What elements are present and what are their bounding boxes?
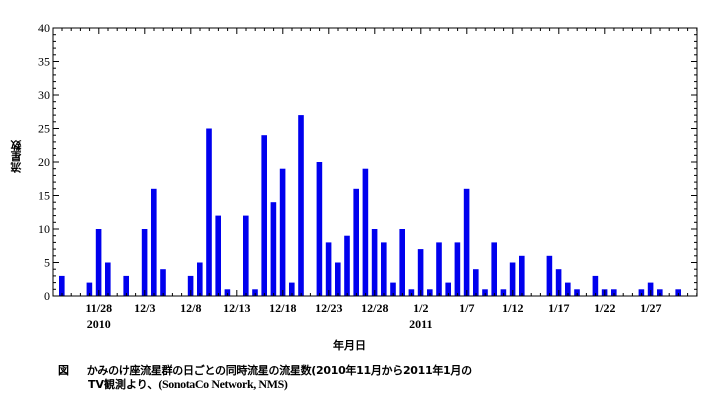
bar — [206, 128, 212, 296]
bar — [279, 168, 286, 296]
bar — [353, 188, 359, 296]
y-axis-tick-labels: 0 5 10 15 20 25 30 35 40 — [38, 21, 50, 303]
bar — [86, 282, 93, 296]
bar — [482, 289, 488, 296]
bar — [160, 269, 166, 296]
x-tick-label: 11/28 — [85, 301, 112, 315]
x-tick-label: 1/17 — [548, 301, 569, 315]
x-tick-label: 12/13 — [223, 301, 250, 315]
bar — [500, 289, 507, 296]
x-tick-label: 1/27 — [640, 301, 661, 315]
bar — [675, 289, 681, 296]
bar — [555, 269, 562, 296]
bar — [252, 289, 258, 296]
x-axis-label: 年月日 — [333, 339, 366, 352]
bar — [463, 188, 470, 296]
y-tick-label: 35 — [38, 55, 50, 69]
caption-text-jp: TV観測より、 — [88, 378, 159, 391]
bar — [289, 282, 295, 296]
bar — [519, 255, 525, 296]
y-tick-label: 30 — [38, 88, 50, 102]
x-year-label: 2011 — [409, 317, 432, 331]
x-tick-label: 1/12 — [502, 301, 523, 315]
bar — [197, 262, 203, 296]
x-tick-label: 1/7 — [459, 301, 474, 315]
y-tick-label: 15 — [38, 189, 50, 203]
bar — [611, 289, 617, 296]
bar — [638, 289, 645, 296]
bar — [647, 282, 654, 296]
bar — [224, 289, 231, 296]
bar — [270, 202, 277, 296]
figure-caption-line2: TV観測より、(SonotaCo Network, NMS) — [88, 376, 288, 392]
bar — [187, 275, 194, 296]
bar — [399, 229, 405, 296]
y-tick-label: 40 — [38, 21, 50, 35]
bar — [151, 188, 157, 296]
bar — [95, 229, 102, 296]
x-axis-tick-labels: 11/28 2010 12/3 12/8 12/13 12/18 12/23 12/28 1/2… — [85, 301, 661, 331]
figure-caption-line1: 図 かみのけ座流星群の日ごとの同時流星の流星数(2010年11月から2011年1月… — [58, 362, 472, 378]
bar — [436, 242, 442, 296]
caption-source: (SonotaCo Network, NMS) — [158, 377, 288, 391]
x-tick-label: 12/3 — [134, 301, 155, 315]
bar — [316, 162, 323, 296]
bar — [491, 242, 497, 296]
bar — [298, 115, 304, 296]
bar — [417, 249, 424, 296]
bar — [473, 269, 479, 296]
bar — [59, 275, 65, 296]
y-tick-label: 25 — [38, 122, 50, 136]
axes — [52, 27, 698, 297]
y-tick-label: 10 — [38, 222, 50, 236]
x-tick-label: 12/18 — [269, 301, 296, 315]
y-tick-label: 5 — [44, 256, 50, 270]
bar — [335, 262, 341, 296]
bar — [325, 242, 332, 296]
bar — [657, 289, 663, 296]
bar — [215, 215, 221, 296]
bar — [141, 229, 148, 296]
bar — [574, 289, 580, 296]
bar — [390, 282, 396, 296]
bar — [105, 262, 111, 296]
x-tick-label: 1/2 — [413, 301, 428, 315]
bar-series — [59, 115, 681, 296]
bar — [546, 255, 553, 296]
y-tick-label: 20 — [38, 155, 50, 169]
bar — [454, 242, 461, 296]
bar — [371, 229, 378, 296]
bar — [592, 275, 599, 296]
caption-text: かみのけ座流星群の日ごとの同時流星の流星数(2010年11月から2011年1月の — [86, 364, 472, 377]
y-tick-label: 0 — [44, 289, 50, 303]
figure-mark: 図 — [58, 364, 69, 377]
bar — [427, 289, 433, 296]
x-tick-label: 1/22 — [594, 301, 615, 315]
x-tick-label: 12/8 — [180, 301, 201, 315]
bar — [243, 215, 249, 296]
bar — [261, 135, 267, 296]
bar — [445, 282, 451, 296]
x-tick-label: 12/23 — [315, 301, 342, 315]
bar — [344, 235, 350, 296]
bar — [565, 282, 571, 296]
x-tick-label: 12/28 — [361, 301, 388, 315]
x-year-label: 2010 — [87, 317, 111, 331]
bar — [381, 242, 387, 296]
bar — [123, 275, 129, 296]
bar — [362, 168, 369, 296]
y-axis-label: 流星数 — [10, 140, 23, 173]
bar — [509, 262, 516, 296]
bar — [408, 289, 415, 296]
